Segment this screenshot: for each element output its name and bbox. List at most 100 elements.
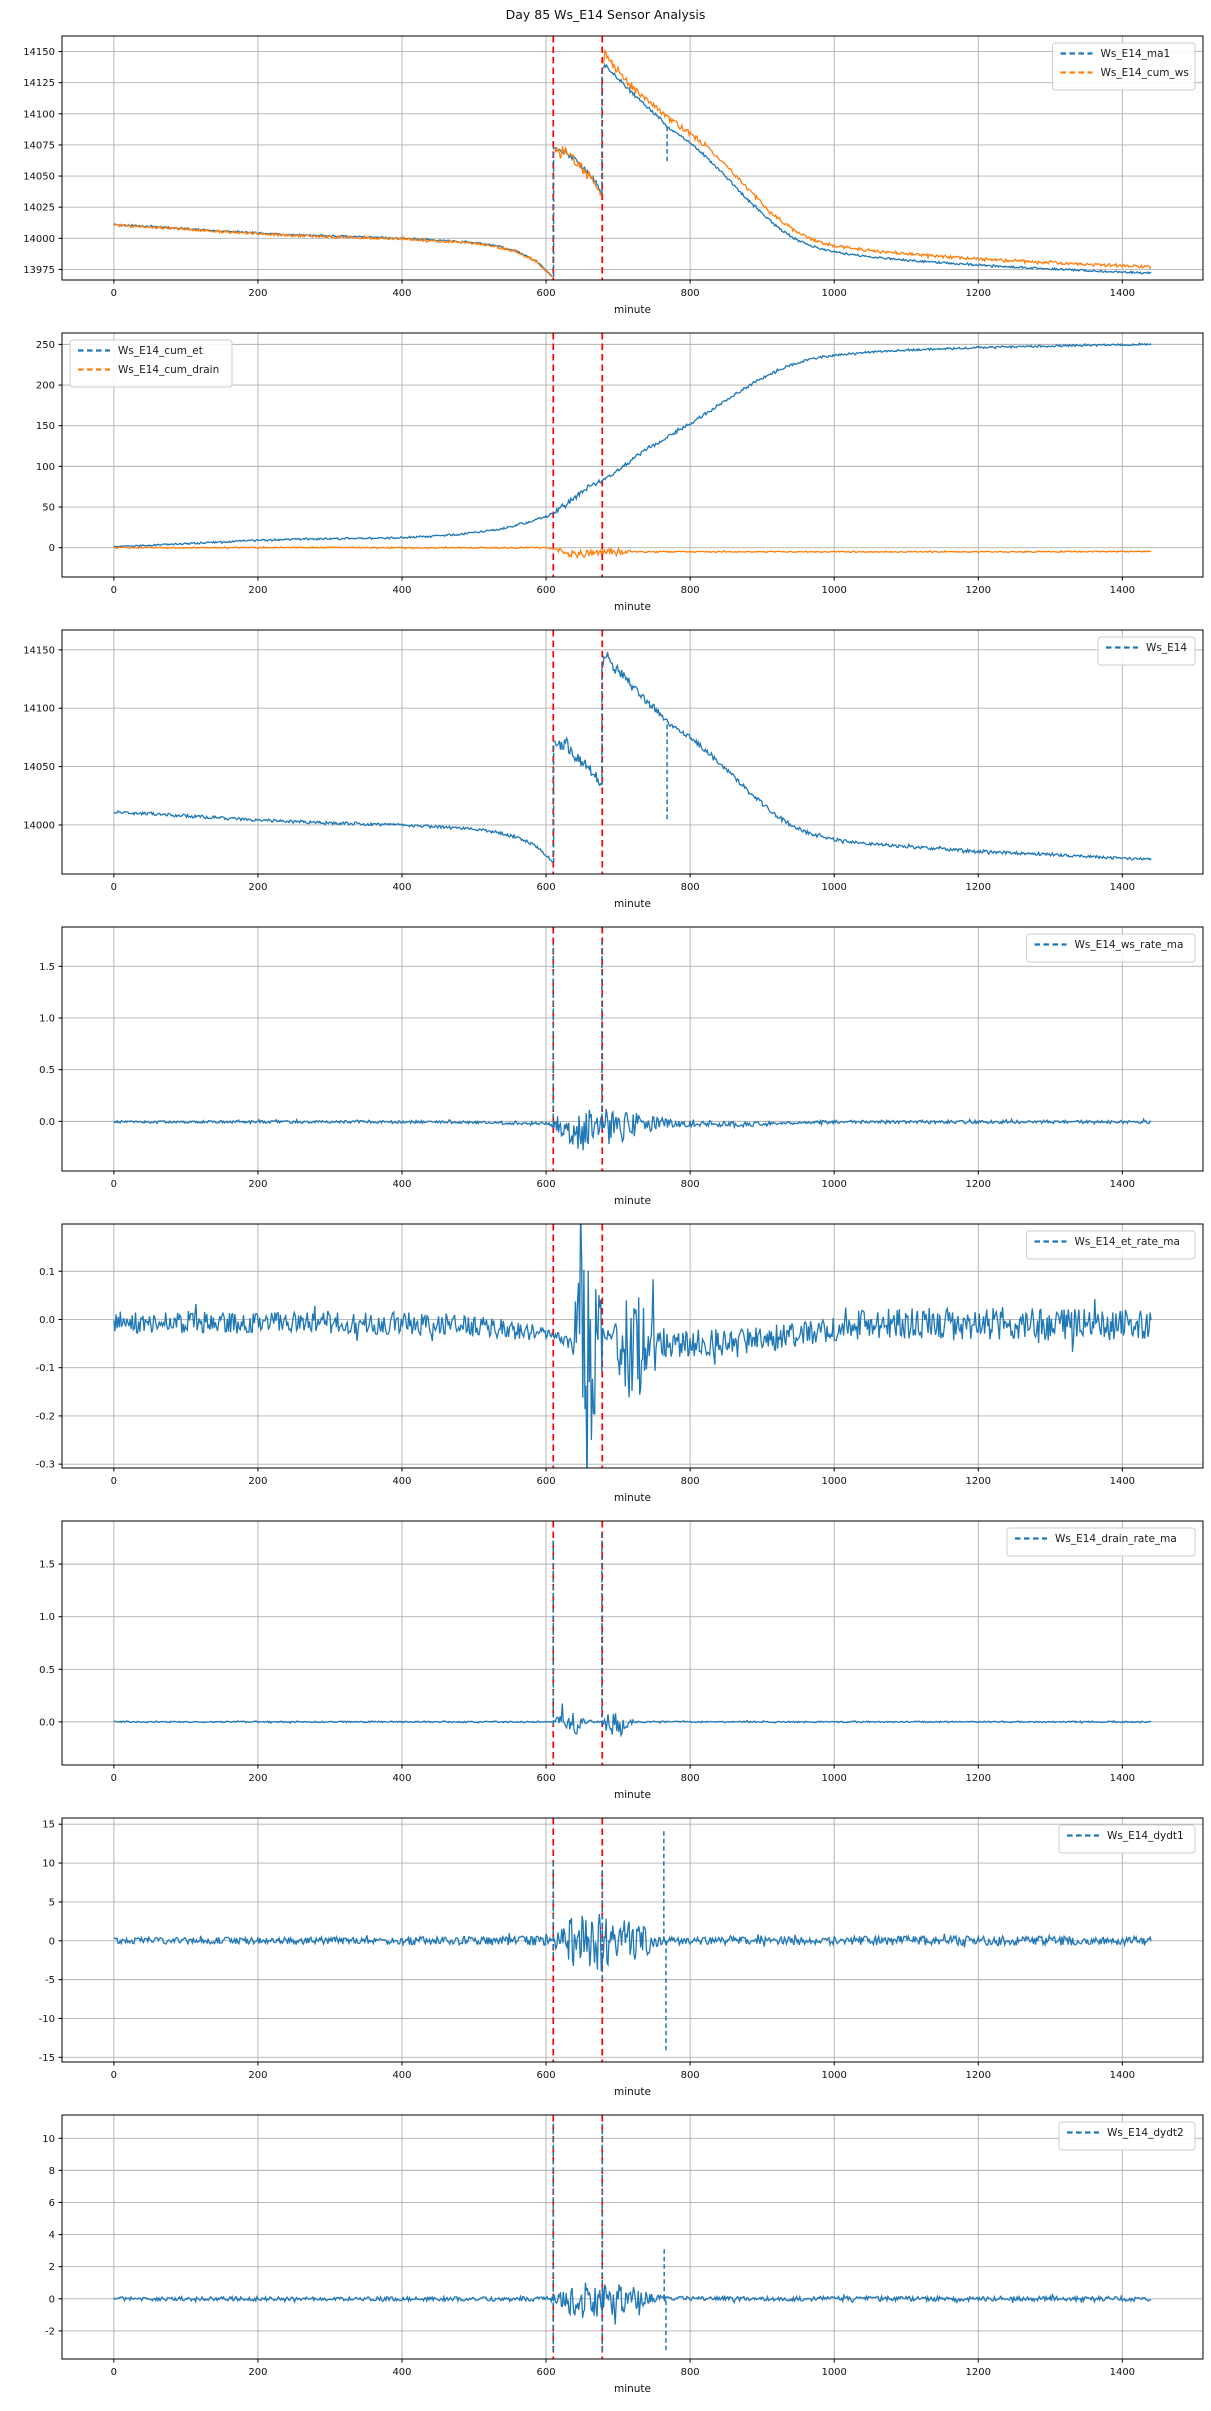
charts-container: 0 200 400 600 800 1000 1200 1400 13975 14000 14025… xyxy=(0,28,1211,2404)
series-ws-e14 xyxy=(113,809,554,863)
x-tick-label: 1000 xyxy=(821,1773,846,1784)
y-tick-label: 1.5 xyxy=(39,1560,55,1571)
x-tick-label: 0 xyxy=(111,2367,117,2378)
x-tick-label: 400 xyxy=(392,1773,411,1784)
x-tick-label: 1000 xyxy=(821,1476,846,1487)
x-axis-label: minute xyxy=(614,304,651,316)
x-tick-label: 800 xyxy=(681,882,700,893)
series-ws-e14-drain-rate-ma xyxy=(113,1703,1152,1738)
legend: Ws_E14_dydt2 xyxy=(1058,2121,1196,2151)
x-axis-label: minute xyxy=(614,601,651,613)
series-ws-e14-et-rate-ma xyxy=(113,1224,1152,1468)
legend: Ws_E14_drain_rate_ma xyxy=(1006,1527,1196,1557)
y-tick-label: 8 xyxy=(49,2166,55,2177)
plot-area xyxy=(113,1224,1152,1468)
x-tick-label: 200 xyxy=(248,1179,267,1190)
x-tick-label: 200 xyxy=(248,585,267,596)
series-ws-e14-dydt1 xyxy=(113,1914,1152,1971)
y-tick-label: -2 xyxy=(45,2326,55,2337)
chart-canvas-1: 0 200 400 600 800 1000 1200 1400 0 50 100 150 200 250… xyxy=(36,332,1204,613)
legend-label: Ws_E14_cum_ws xyxy=(1101,67,1189,79)
legend: Ws_E14_ma1 Ws_E14_cum_ws xyxy=(1052,42,1196,91)
x-tick-label: 600 xyxy=(537,1773,556,1784)
x-tick-label: 1200 xyxy=(966,1179,991,1190)
x-tick-label: 1200 xyxy=(966,2367,991,2378)
x-tick-label: 800 xyxy=(681,288,700,299)
series-ws-e14-cum-ws xyxy=(113,223,554,278)
series-ws-e14 xyxy=(602,652,1152,861)
chart-canvas-4: 0 200 400 600 800 1000 1200 1400 -0.3 -0.2 -0.1 0.0… xyxy=(35,1223,1204,1504)
legend: Ws_E14_dydt1 xyxy=(1058,1824,1196,1854)
x-tick-label: 0 xyxy=(111,1179,117,1190)
x-axis-label: minute xyxy=(614,898,651,910)
chart-canvas-3: 0 200 400 600 800 1000 1200 1400 0.0 0.5 1.0 1.5 min… xyxy=(39,926,1204,1207)
y-tick-label: -0.3 xyxy=(35,1460,55,1471)
y-tick-label: -10 xyxy=(39,2014,55,2025)
x-tick-label: 1400 xyxy=(1110,585,1135,596)
x-tick-label: 200 xyxy=(248,2070,267,2081)
y-tick-label: 0.0 xyxy=(39,1717,55,1728)
y-tick-label: 14075 xyxy=(23,140,55,151)
x-tick-label: 200 xyxy=(248,288,267,299)
x-tick-label: 600 xyxy=(537,585,556,596)
x-tick-label: 200 xyxy=(248,1773,267,1784)
legend: Ws_E14 xyxy=(1097,636,1196,666)
legend-label: Ws_E14_ma1 xyxy=(1101,48,1171,60)
x-tick-label: 400 xyxy=(392,2070,411,2081)
y-tick-label: 14050 xyxy=(23,172,55,183)
y-tick-label: 14050 xyxy=(23,762,55,773)
x-tick-label: 600 xyxy=(537,2367,556,2378)
legend-label: Ws_E14_dydt1 xyxy=(1107,1830,1184,1842)
x-tick-label: 1000 xyxy=(821,2367,846,2378)
x-tick-label: 1000 xyxy=(821,882,846,893)
x-axis-label: minute xyxy=(614,1492,651,1504)
y-tick-label: 5 xyxy=(49,1897,55,1908)
x-tick-label: 1000 xyxy=(821,2070,846,2081)
legend-label: Ws_E14_cum_et xyxy=(118,345,203,357)
y-tick-label: 13975 xyxy=(23,265,55,276)
subplot-ws-e14-dydt2: 0 200 400 600 800 1000 1200 1400 -2 0 2 4 6 8 10 minute… xyxy=(0,2107,1211,2404)
y-tick-label: 14100 xyxy=(23,109,55,120)
x-tick-label: 1200 xyxy=(966,1476,991,1487)
chart-canvas-5: 0 200 400 600 800 1000 1200 1400 0.0 0.5 1.0 1.5 min… xyxy=(39,1520,1204,1801)
y-tick-label: 14000 xyxy=(23,820,55,831)
x-axis-label: minute xyxy=(614,2086,651,2098)
subplot-ws-e14-et-rate-ma: 0 200 400 600 800 1000 1200 1400 -0.3 -0.2 -0.1 0.0… xyxy=(0,1216,1211,1513)
legend-label: Ws_E14_ws_rate_ma xyxy=(1075,939,1184,951)
x-tick-label: 1400 xyxy=(1110,2070,1135,2081)
x-axis-label: minute xyxy=(614,1195,651,1207)
y-tick-label: 2 xyxy=(49,2262,55,2273)
y-tick-label: 14100 xyxy=(23,704,55,715)
y-tick-label: 0.0 xyxy=(39,1315,55,1326)
x-tick-label: 1200 xyxy=(966,585,991,596)
x-tick-label: 600 xyxy=(537,1476,556,1487)
subplot-ws-e14-ma1: 0 200 400 600 800 1000 1200 1400 13975 14000 14025… xyxy=(0,28,1211,325)
x-tick-label: 400 xyxy=(392,585,411,596)
x-tick-label: 1200 xyxy=(966,288,991,299)
legend-label: Ws_E14_dydt2 xyxy=(1107,2127,1184,2139)
plot-area xyxy=(113,36,1152,280)
x-tick-label: 800 xyxy=(681,2367,700,2378)
legend: Ws_E14_ws_rate_ma xyxy=(1026,933,1196,963)
chart-canvas-0: 0 200 400 600 800 1000 1200 1400 13975 14000 14025… xyxy=(23,35,1204,316)
x-tick-label: 600 xyxy=(537,1179,556,1190)
y-tick-label: 0.5 xyxy=(39,1065,55,1076)
chart-canvas-7: 0 200 400 600 800 1000 1200 1400 -2 0 2 4 6 8 10 minute… xyxy=(42,2114,1204,2395)
y-tick-label: 50 xyxy=(42,503,55,514)
y-tick-label: -0.2 xyxy=(35,1411,55,1422)
y-tick-label: 250 xyxy=(36,340,55,351)
y-tick-label: 14025 xyxy=(23,203,55,214)
y-tick-label: -0.1 xyxy=(35,1363,55,1374)
y-tick-label: 14000 xyxy=(23,234,55,245)
series-ws-e14-dydt2 xyxy=(113,2282,1152,2325)
y-tick-label: 0 xyxy=(49,2294,55,2305)
x-tick-label: 600 xyxy=(537,882,556,893)
x-tick-label: 0 xyxy=(111,882,117,893)
x-axis-label: minute xyxy=(614,2383,651,2395)
x-axis-label: minute xyxy=(614,1789,651,1801)
x-tick-label: 600 xyxy=(537,2070,556,2081)
chart-canvas-2: 0 200 400 600 800 1000 1200 1400 14000 14050 14100… xyxy=(23,629,1204,910)
plot-area xyxy=(113,630,1152,874)
plot-area xyxy=(113,2115,1152,2359)
x-tick-label: 800 xyxy=(681,585,700,596)
